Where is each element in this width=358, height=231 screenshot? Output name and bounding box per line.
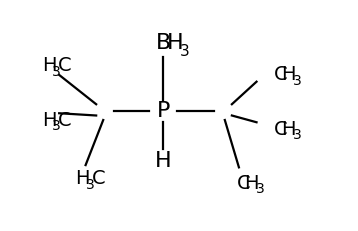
Text: P: P (156, 101, 170, 121)
Text: 3: 3 (52, 65, 61, 79)
Text: H: H (167, 33, 184, 53)
Text: H: H (244, 174, 258, 193)
Text: C: C (274, 119, 287, 139)
Text: C: C (92, 169, 106, 188)
Text: C: C (58, 56, 72, 75)
Text: 3: 3 (52, 119, 61, 133)
Text: H: H (281, 65, 295, 84)
Text: H: H (42, 110, 56, 130)
Text: B: B (156, 33, 171, 53)
Text: C: C (274, 65, 287, 84)
Text: 3: 3 (180, 44, 189, 59)
Text: C: C (58, 110, 72, 130)
Text: H: H (42, 56, 56, 75)
Text: 3: 3 (293, 74, 302, 88)
Text: C: C (237, 174, 250, 193)
Text: H: H (75, 169, 90, 188)
Text: H: H (155, 151, 171, 170)
Text: 3: 3 (256, 182, 265, 196)
Text: 3: 3 (293, 128, 302, 142)
Text: H: H (281, 119, 295, 139)
Text: 3: 3 (86, 178, 95, 192)
